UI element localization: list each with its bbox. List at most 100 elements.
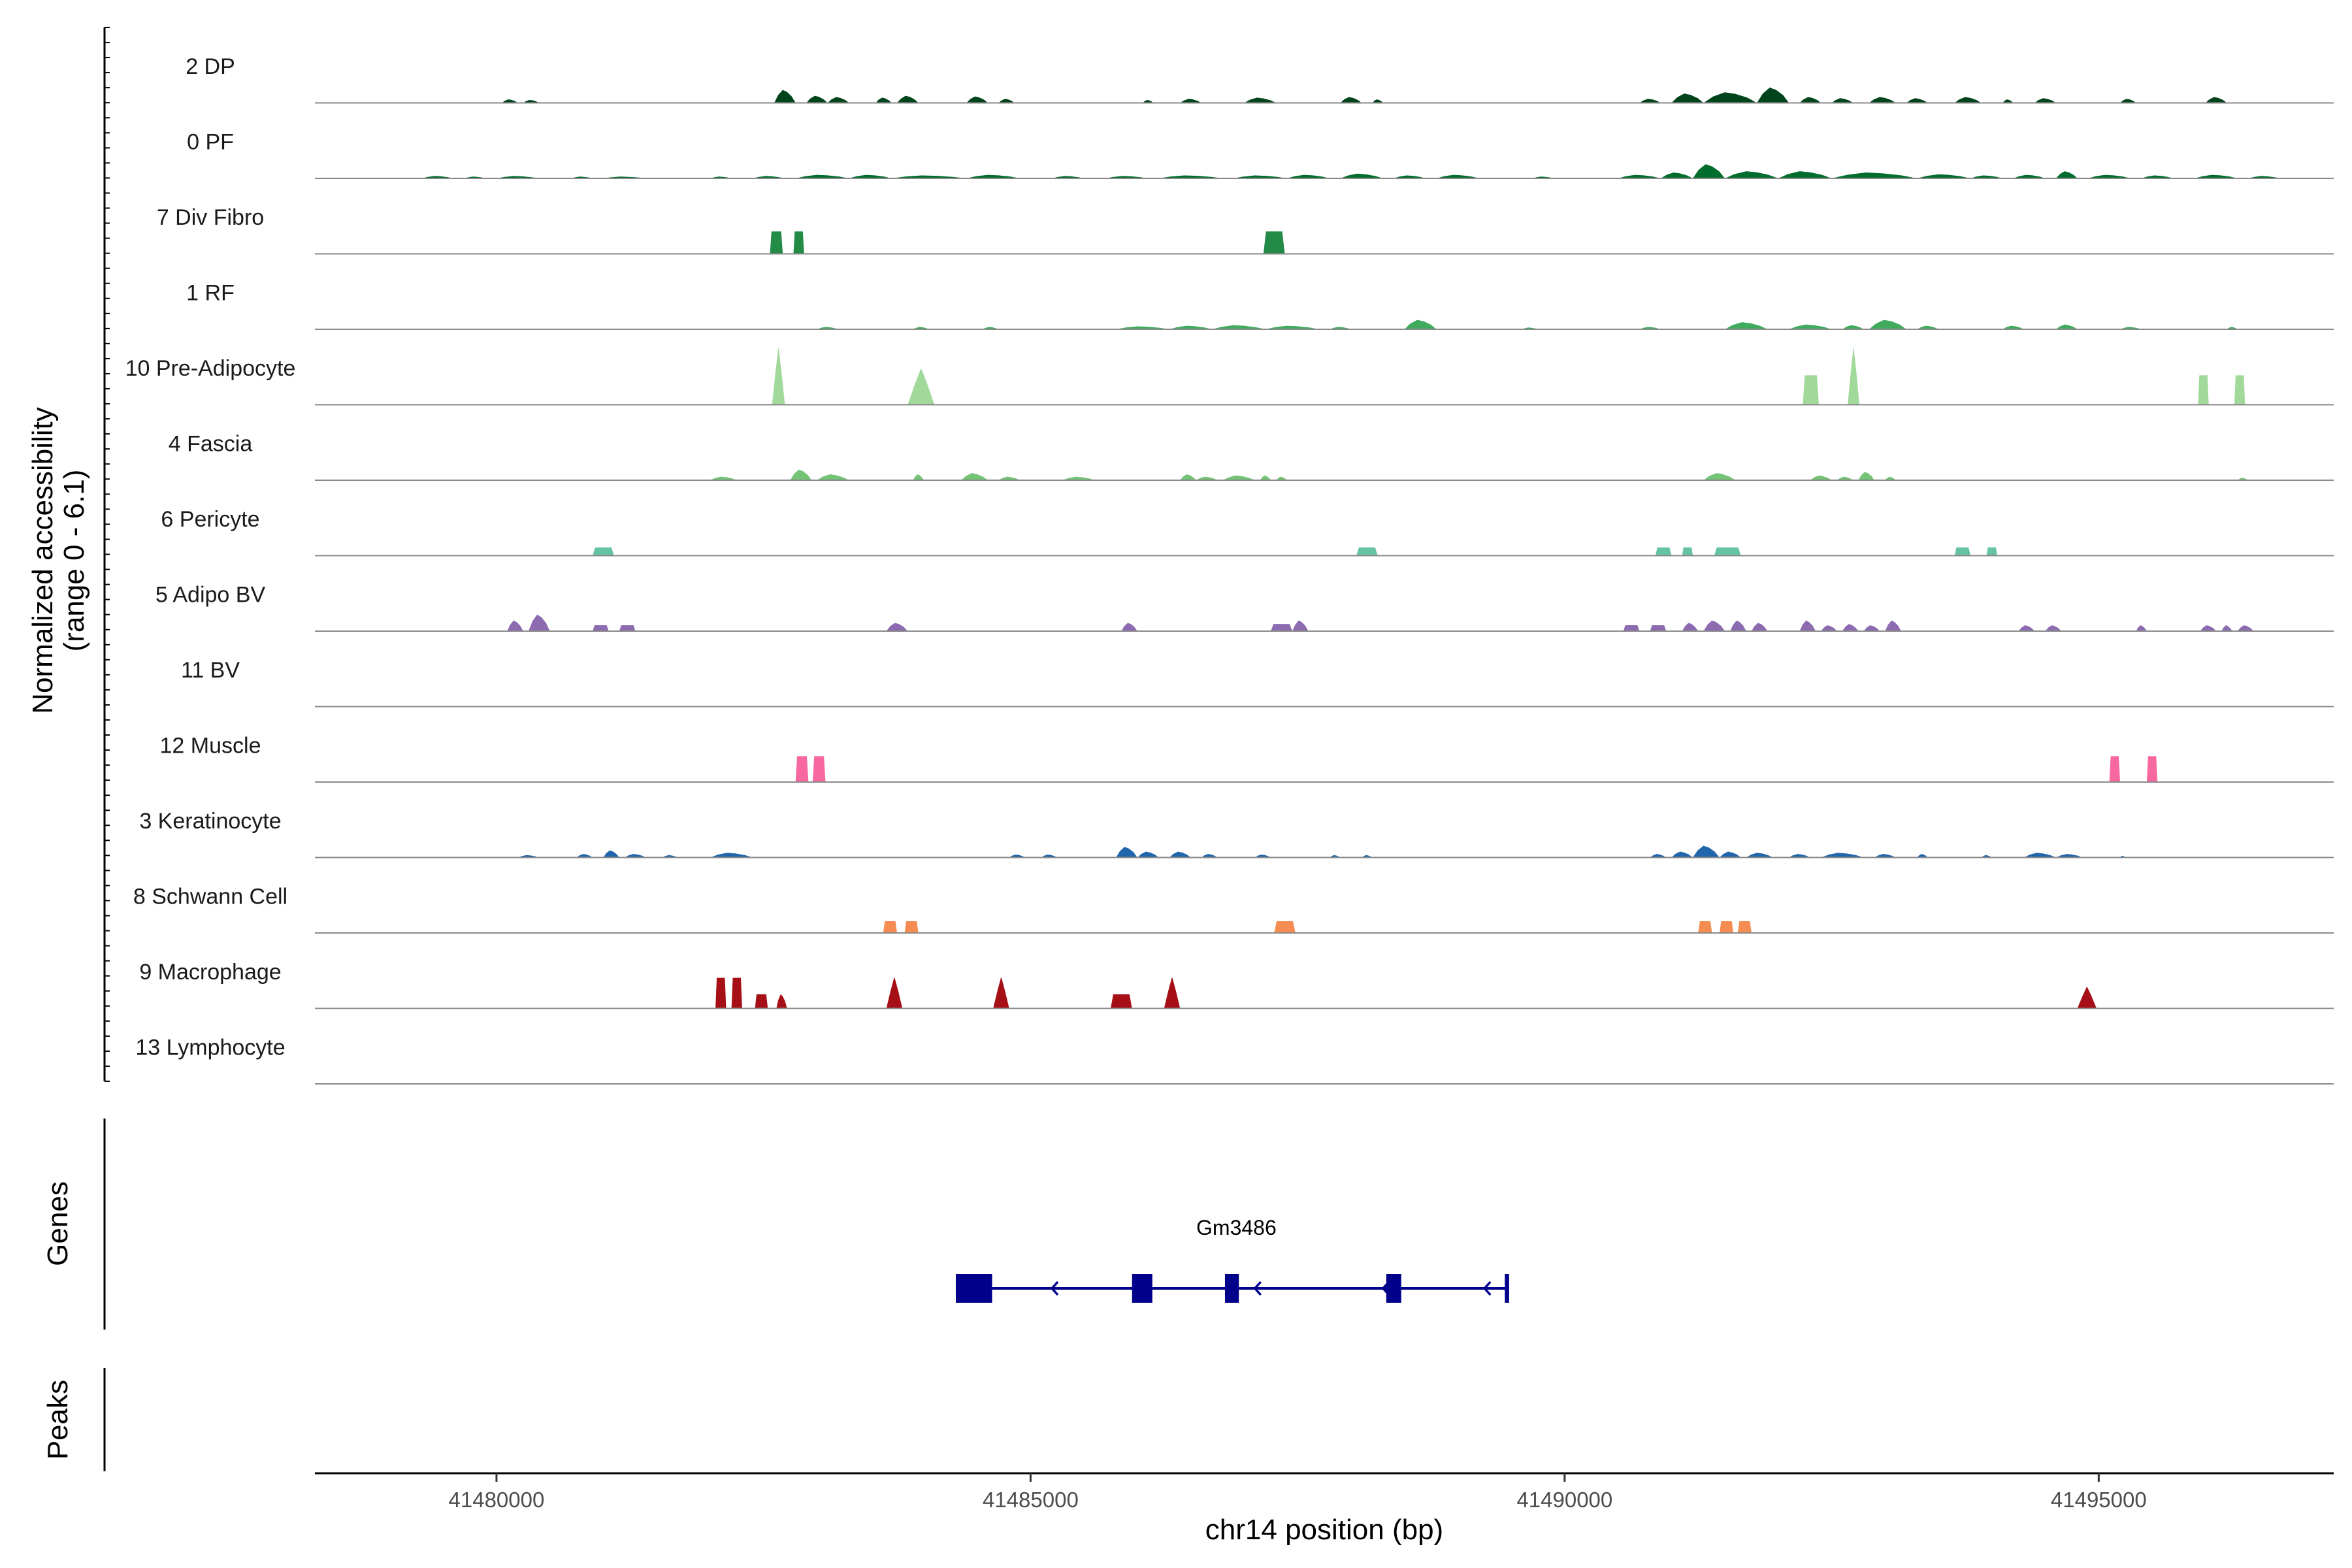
x-tick-label: 41490000	[1516, 1488, 1612, 1512]
track-2-dp: 2 DP	[186, 54, 2334, 104]
coverage-peak	[1009, 854, 1026, 858]
coverage-peak	[1111, 994, 1132, 1009]
y-axis-title-line1: Normalized accessibility	[27, 407, 59, 713]
track-5-adipo-bv: 5 Adipo BV	[155, 583, 2334, 632]
track-4-fascia: 4 Fascia	[169, 432, 2334, 481]
coverage-peak	[1757, 88, 1789, 103]
coverage-peak	[2013, 174, 2046, 178]
coverage-tracks: 2 DP 0 PF 7 Div Fibro 1 RF 10 Pre-Adipocyte 4…	[125, 54, 2334, 1085]
coverage-peak	[1842, 325, 1864, 329]
coverage-peak	[2198, 375, 2209, 405]
coverage-peak	[795, 756, 809, 782]
coverage-peak	[625, 854, 646, 858]
coverage-peak	[1164, 977, 1181, 1009]
x-tick-label: 41495000	[2051, 1488, 2147, 1512]
track-8-schwann-cell: 8 Schwann Cell	[133, 885, 2334, 934]
coverage-peak	[1254, 854, 1271, 858]
coverage-peak	[907, 369, 935, 405]
coverage-peak	[1661, 172, 1693, 178]
coverage-peak	[1276, 476, 1287, 480]
coverage-peak	[1618, 174, 1661, 178]
coverage-peak	[1799, 97, 1821, 103]
coverage-peak	[1137, 851, 1159, 858]
coverage-peak	[1869, 319, 1907, 329]
gene-exon	[1505, 1274, 1509, 1303]
coverage-peak	[2141, 175, 2174, 178]
coverage-peak	[1725, 171, 1778, 178]
track-7-div-fibro: 7 Div Fibro	[157, 205, 2334, 255]
coverage-peak	[795, 174, 849, 178]
gene-name-label: Gm3486	[1196, 1216, 1277, 1239]
coverage-peak	[731, 977, 742, 1009]
track-9-macrophage: 9 Macrophage	[139, 960, 2334, 1009]
coverage-peak	[1858, 472, 1874, 480]
x-axis-ticks: 41480000 41485000 41490000 41495000	[449, 1473, 2147, 1512]
coverage-peak	[1986, 547, 1997, 556]
coverage-peak	[875, 97, 892, 103]
coverage-peak	[2195, 174, 2238, 178]
coverage-peak	[1233, 175, 1287, 178]
coverage-peak	[1121, 623, 1137, 631]
y-axis-title-line2: (range 0 - 6.1)	[58, 470, 90, 652]
coverage-peak	[1831, 172, 1918, 178]
coverage-peak	[2120, 99, 2136, 103]
coverage-peak	[2146, 756, 2158, 782]
strand-arrow	[1482, 1281, 1492, 1296]
coverage-peak	[774, 90, 796, 103]
coverage-peak	[883, 921, 898, 933]
coverage-peak	[1222, 475, 1255, 480]
coverage-peak	[1260, 475, 1271, 480]
track-13-lymphocyte: 13 Lymphocyte	[135, 1036, 2334, 1085]
gene-exon	[1386, 1274, 1401, 1303]
coverage-peak	[1404, 319, 1437, 329]
gene-model: Gm3486	[955, 1216, 1509, 1303]
coverage-peak	[806, 95, 828, 103]
coverage-peak	[1158, 175, 1223, 178]
coverage-peak	[1869, 97, 1896, 103]
coverage-peak	[1196, 476, 1218, 480]
coverage-peak	[849, 174, 892, 178]
coverage-peak	[2234, 375, 2246, 405]
x-axis-title: chr14 position (bp)	[1205, 1514, 1443, 1546]
coverage-peak	[1821, 625, 1837, 631]
coverage-peak	[1116, 847, 1137, 858]
coverage-peak	[1682, 547, 1693, 556]
coverage-peak	[710, 476, 737, 480]
coverage-peak	[1169, 851, 1191, 858]
track-label: 13 Lymphocyte	[135, 1036, 285, 1060]
coverage-peak	[770, 231, 783, 254]
coverage-peak	[1954, 547, 1971, 556]
coverage-peak	[2055, 171, 2078, 178]
coverage-peak	[2205, 97, 2227, 103]
coverage-peak	[1698, 921, 1712, 933]
coverage-peak	[1682, 623, 1699, 631]
coverage-peak	[2055, 324, 2078, 329]
gene-exon	[955, 1274, 992, 1303]
coverage-peak	[2237, 625, 2254, 631]
coverage-peak	[2136, 625, 2147, 631]
coverage-peak	[2045, 625, 2062, 631]
coverage-peak	[1116, 326, 1169, 329]
coverage-peak	[1863, 625, 1880, 631]
coverage-peak	[790, 469, 812, 480]
coverage-peak	[1623, 625, 1640, 631]
coverage-peak	[1639, 99, 1661, 103]
gene-exon	[1132, 1274, 1152, 1303]
coverage-peak	[1714, 547, 1741, 556]
track-1-rf: 1 RF	[186, 281, 2334, 330]
track-11-bv: 11 BV	[181, 658, 2334, 708]
track-10-pre-adipocyte: 10 Pre-Adipocyte	[125, 348, 2334, 406]
x-tick-label: 41480000	[449, 1488, 545, 1512]
coverage-peak	[1693, 164, 1725, 178]
coverage-peak	[603, 850, 619, 858]
coverage-peak	[1703, 92, 1757, 103]
coverage-peak	[1671, 851, 1693, 858]
track-label: 12 Muscle	[160, 734, 261, 759]
track-12-muscle: 12 Muscle	[160, 734, 2334, 783]
gene-exon	[1224, 1274, 1239, 1303]
coverage-peak	[1917, 854, 1928, 858]
track-3-keratinocyte: 3 Keratinocyte	[139, 809, 2334, 858]
coverage-peak	[1719, 921, 1734, 933]
peaks-track-title: Peaks	[42, 1380, 74, 1460]
